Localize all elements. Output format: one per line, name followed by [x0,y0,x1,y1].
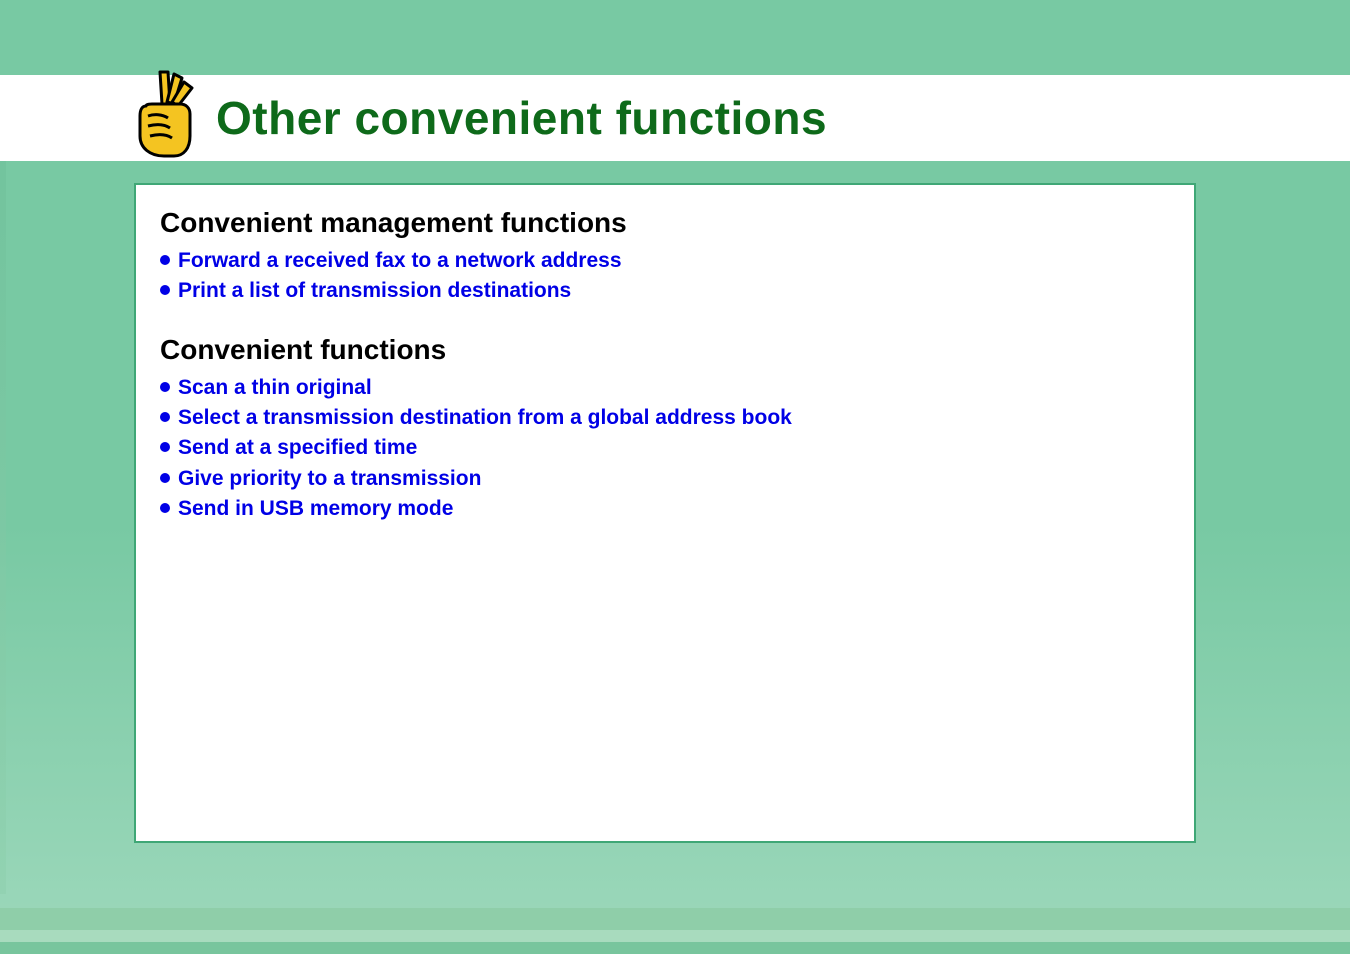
link-print-destinations[interactable]: Print a list of transmission destination… [178,277,571,305]
footer-strip-c [0,942,1350,954]
footer-strip-b [0,930,1350,942]
bullet-icon [160,503,170,513]
list-item: Scan a thin original [160,374,1170,402]
list-item: Select a transmission destination from a… [160,404,1170,432]
footer-strip [0,908,1350,954]
content-panel: Convenient management functions Forward … [134,183,1196,843]
footer-strip-a [0,908,1350,930]
title-band: Other convenient functions [0,75,1350,161]
bullet-icon [160,285,170,295]
link-global-address-book[interactable]: Select a transmission destination from a… [178,404,792,432]
bullet-icon [160,473,170,483]
list-item: Print a list of transmission destination… [160,277,1170,305]
left-edge-decor [0,161,6,894]
link-priority-transmission[interactable]: Give priority to a transmission [178,465,481,493]
link-usb-memory-mode[interactable]: Send in USB memory mode [178,495,453,523]
bullet-icon [160,382,170,392]
top-band [0,0,1350,75]
list-item: Send in USB memory mode [160,495,1170,523]
list-item: Send at a specified time [160,434,1170,462]
link-scan-thin-original[interactable]: Scan a thin original [178,374,372,402]
list-item: Give priority to a transmission [160,465,1170,493]
link-send-specified-time[interactable]: Send at a specified time [178,434,417,462]
link-forward-fax[interactable]: Forward a received fax to a network addr… [178,247,622,275]
link-list-management: Forward a received fax to a network addr… [160,247,1170,306]
title-wrap: Other convenient functions [134,74,827,162]
list-item: Forward a received fax to a network addr… [160,247,1170,275]
section-heading-convenient: Convenient functions [160,334,1170,366]
page-title: Other convenient functions [216,91,827,145]
bullet-icon [160,412,170,422]
section-heading-management: Convenient management functions [160,207,1170,239]
bullet-icon [160,442,170,452]
peace-hand-icon [134,70,198,158]
bullet-icon [160,255,170,265]
link-list-convenient: Scan a thin original Select a transmissi… [160,374,1170,524]
